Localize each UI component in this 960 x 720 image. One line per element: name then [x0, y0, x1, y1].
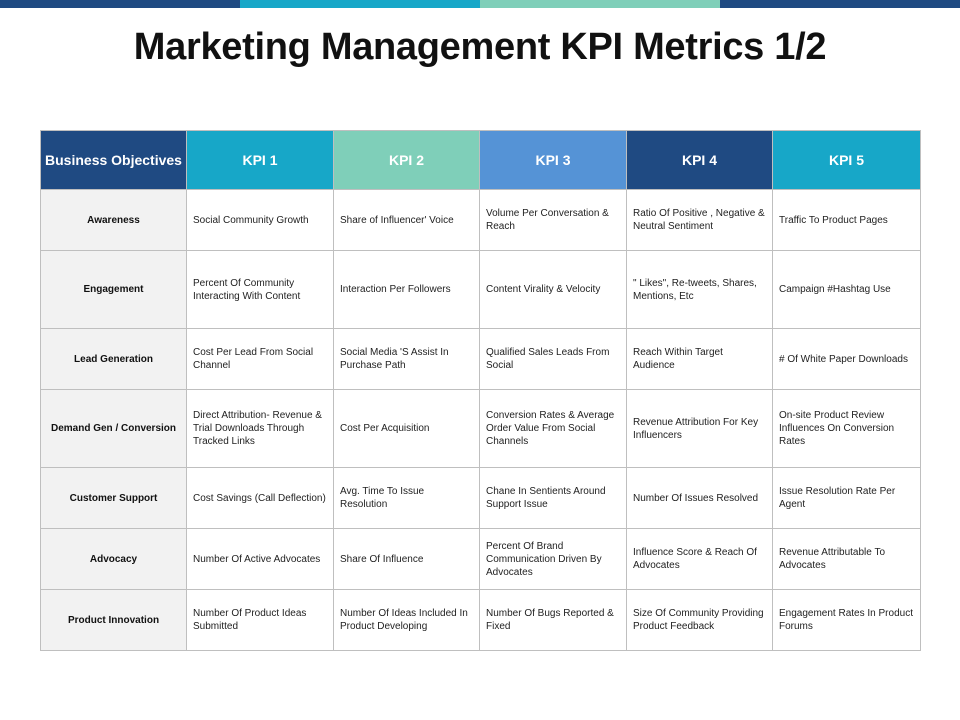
table-row: Customer Support Cost Savings (Call Defl…: [40, 467, 921, 529]
kpi-cell: Chane In Sentients Around Support Issue: [479, 467, 627, 529]
kpi-cell: Number Of Product Ideas Submitted: [186, 589, 334, 651]
table-row: Advocacy Number Of Active Advocates Shar…: [40, 528, 921, 590]
kpi-cell: Revenue Attribution For Key Influencers: [626, 389, 773, 468]
top-accent-bar: [0, 0, 960, 8]
kpi-cell: Direct Attribution- Revenue & Trial Down…: [186, 389, 334, 468]
kpi-cell: Ratio Of Positive , Negative & Neutral S…: [626, 189, 773, 251]
objective-cell: Awareness: [40, 189, 187, 251]
header-row: Business Objectives KPI 1 KPI 2 KPI 3 KP…: [40, 130, 921, 190]
kpi-cell: Number Of Issues Resolved: [626, 467, 773, 529]
kpi-cell: Social Media 'S Assist In Purchase Path: [333, 328, 480, 390]
accent-segment-mint: [480, 0, 720, 8]
kpi-cell: Reach Within Target Audience: [626, 328, 773, 390]
kpi-cell: Conversion Rates & Average Order Value F…: [479, 389, 627, 468]
table-row: Lead Generation Cost Per Lead From Socia…: [40, 328, 921, 390]
objective-cell: Advocacy: [40, 528, 187, 590]
kpi-cell: Size Of Community Providing Product Feed…: [626, 589, 773, 651]
accent-segment-navy-2: [720, 0, 960, 8]
kpi-cell: " Likes", Re-tweets, Shares, Mentions, E…: [626, 250, 773, 329]
kpi-cell: Engagement Rates In Product Forums: [772, 589, 921, 651]
header-business-objectives: Business Objectives: [40, 130, 187, 190]
kpi-cell: Number Of Active Advocates: [186, 528, 334, 590]
accent-segment-navy: [0, 0, 240, 8]
kpi-cell: On-site Product Review Influences On Con…: [772, 389, 921, 468]
kpi-cell: Issue Resolution Rate Per Agent: [772, 467, 921, 529]
header-kpi-1: KPI 1: [186, 130, 334, 190]
kpi-cell: Share of Influencer' Voice: [333, 189, 480, 251]
objective-cell: Lead Generation: [40, 328, 187, 390]
table-row: Awareness Social Community Growth Share …: [40, 189, 921, 251]
kpi-cell: Traffic To Product Pages: [772, 189, 921, 251]
accent-segment-teal: [240, 0, 480, 8]
kpi-cell: Influence Score & Reach Of Advocates: [626, 528, 773, 590]
kpi-cell: Social Community Growth: [186, 189, 334, 251]
kpi-cell: Number Of Bugs Reported & Fixed: [479, 589, 627, 651]
kpi-cell: Avg. Time To Issue Resolution: [333, 467, 480, 529]
kpi-cell: Content Virality & Velocity: [479, 250, 627, 329]
kpi-cell: # Of White Paper Downloads: [772, 328, 921, 390]
kpi-cell: Number Of Ideas Included In Product Deve…: [333, 589, 480, 651]
table-row: Engagement Percent Of Community Interact…: [40, 250, 921, 329]
kpi-cell: Percent Of Brand Communication Driven By…: [479, 528, 627, 590]
objective-cell: Demand Gen / Conversion: [40, 389, 187, 468]
kpi-cell: Qualified Sales Leads From Social: [479, 328, 627, 390]
kpi-cell: Percent Of Community Interacting With Co…: [186, 250, 334, 329]
kpi-cell: Campaign #Hashtag Use: [772, 250, 921, 329]
page-title: Marketing Management KPI Metrics 1/2: [133, 26, 827, 68]
kpi-cell: Cost Per Lead From Social Channel: [186, 328, 334, 390]
kpi-cell: Volume Per Conversation & Reach: [479, 189, 627, 251]
table-row: Product Innovation Number Of Product Ide…: [40, 589, 921, 651]
objective-cell: Engagement: [40, 250, 187, 329]
objective-cell: Customer Support: [40, 467, 187, 529]
header-kpi-5: KPI 5: [772, 130, 921, 190]
kpi-cell: Share Of Influence: [333, 528, 480, 590]
kpi-cell: Cost Per Acquisition: [333, 389, 480, 468]
objective-cell: Product Innovation: [40, 589, 187, 651]
header-kpi-4: KPI 4: [626, 130, 773, 190]
kpi-cell: Interaction Per Followers: [333, 250, 480, 329]
kpi-cell: Revenue Attributable To Advocates: [772, 528, 921, 590]
kpi-table: Business Objectives KPI 1 KPI 2 KPI 3 KP…: [40, 130, 921, 651]
header-kpi-3: KPI 3: [479, 130, 627, 190]
kpi-cell: Cost Savings (Call Deflection): [186, 467, 334, 529]
header-kpi-2: KPI 2: [333, 130, 480, 190]
table-row: Demand Gen / Conversion Direct Attributi…: [40, 389, 921, 468]
